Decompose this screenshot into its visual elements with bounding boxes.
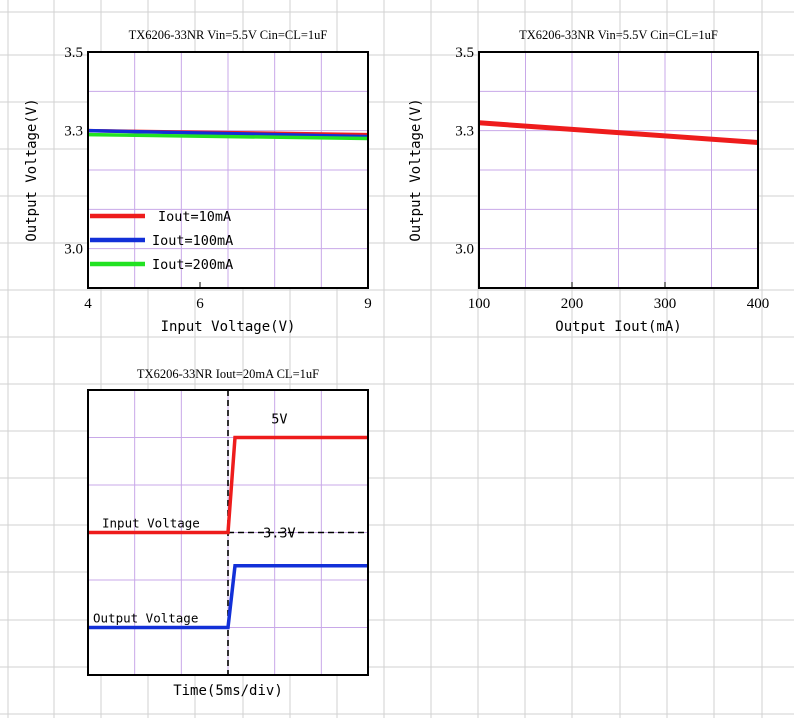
legend-label-1: Iout=100mA <box>152 233 233 249</box>
plot-frame <box>87 51 369 289</box>
chart-vin-line-regulation-svg: TX6206-33NR Vin=5.5V Cin=CL=1uF 4 6 9 3.5 3.3… <box>24 28 372 335</box>
value-annotation-0: 5V <box>271 411 287 427</box>
y-tick-label: 3.3 <box>455 124 474 140</box>
x-axis-label: Input Voltage(V) <box>161 319 296 335</box>
plot-frame <box>478 51 759 289</box>
series-line-2 <box>87 132 369 141</box>
y-axis-label: Output Voltage(V) <box>408 98 424 241</box>
series-label-1: Output Voltage <box>93 611 198 626</box>
chart-title: TX6206-33NR Vin=5.5V Cin=CL=1uF <box>519 28 718 42</box>
y-tick-label: 3.5 <box>455 45 474 61</box>
series-line-1 <box>88 564 368 630</box>
plot-frame <box>87 389 369 676</box>
value-annotation-1: 3.3V <box>263 525 296 541</box>
x-tick-label: 9 <box>364 296 372 312</box>
chart-title: TX6206-33NR Vin=5.5V Cin=CL=1uF <box>129 28 328 42</box>
y-axis-label: Output Voltage(V) <box>24 98 40 241</box>
chart-vin-line-regulation: TX6206-33NR Vin=5.5V Cin=CL=1uF 4 6 9 3.5 3.3… <box>0 0 394 345</box>
x-tick-label: 6 <box>196 296 204 312</box>
series-label-0: Input Voltage <box>102 516 200 531</box>
chart-line-transient-svg: TX6206-33NR Iout=20mA CL=1uF Time(5ms/div… <box>87 367 369 699</box>
series-line-0 <box>88 435 368 535</box>
chart-title: TX6206-33NR Iout=20mA CL=1uF <box>137 367 319 381</box>
x-tick-label: 200 <box>561 296 584 312</box>
x-axis-label: Output Iout(mA) <box>555 319 681 335</box>
series-line-0 <box>478 120 759 145</box>
x-tick-label: 300 <box>654 296 677 312</box>
y-tick-label: 3.0 <box>64 242 83 258</box>
legend-label-2: Iout=200mA <box>152 257 233 273</box>
x-tick-label: 4 <box>84 296 92 312</box>
chart-iout-load-regulation-svg: TX6206-33NR Vin=5.5V Cin=CL=1uF 100 200 300… <box>408 28 770 335</box>
x-axis-label: Time(5ms/div) <box>173 683 283 699</box>
y-tick-label: 3.0 <box>455 242 474 258</box>
chart-line-transient: TX6206-33NR Iout=20mA CL=1uF Time(5ms/div… <box>0 345 394 718</box>
y-tick-label: 3.3 <box>64 124 83 140</box>
legend-label-0: Iout=10mA <box>158 209 231 225</box>
x-tick-label: 400 <box>747 296 770 312</box>
x-tick-label: 100 <box>468 296 491 312</box>
y-tick-label: 3.5 <box>64 45 83 61</box>
series-line-1 <box>87 128 369 139</box>
chart-iout-load-regulation: TX6206-33NR Vin=5.5V Cin=CL=1uF 100 200 300… <box>394 0 794 345</box>
